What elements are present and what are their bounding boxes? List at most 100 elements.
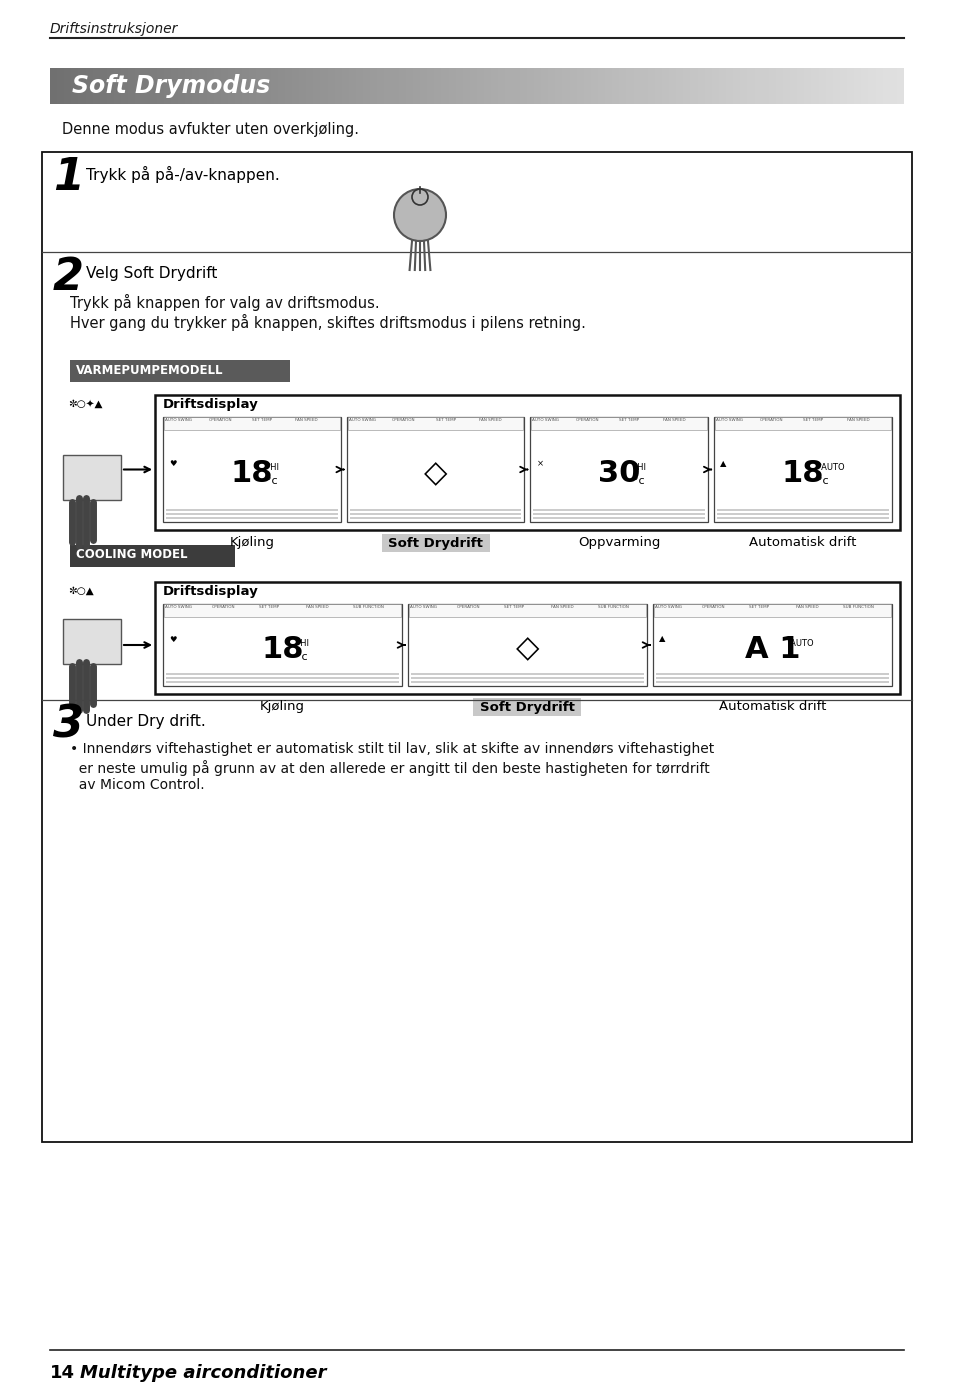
- Bar: [668, 69, 676, 104]
- Bar: [78, 69, 86, 104]
- Bar: [782, 69, 790, 104]
- Text: SET TEMP: SET TEMP: [748, 605, 768, 609]
- Bar: [483, 69, 491, 104]
- Text: OPERATION: OPERATION: [576, 419, 598, 421]
- Bar: [193, 69, 200, 104]
- Bar: [348, 417, 523, 430]
- Bar: [548, 69, 556, 104]
- Text: °c: °c: [817, 476, 828, 487]
- Text: ▲: ▲: [659, 634, 665, 644]
- Text: Multitype airconditioner: Multitype airconditioner: [80, 1364, 326, 1382]
- Bar: [656, 678, 888, 679]
- Text: 18: 18: [231, 459, 273, 489]
- Bar: [70, 360, 290, 382]
- Bar: [220, 69, 228, 104]
- Bar: [711, 69, 719, 104]
- Text: °c: °c: [633, 476, 644, 487]
- Bar: [249, 69, 256, 104]
- Bar: [846, 69, 854, 104]
- Text: er neste umulig på grunn av at den allerede er angitt til den beste hastigheten : er neste umulig på grunn av at den aller…: [70, 760, 709, 776]
- Bar: [896, 69, 903, 104]
- Bar: [714, 417, 891, 522]
- Bar: [797, 69, 804, 104]
- Text: AUTO SWING: AUTO SWING: [349, 419, 375, 421]
- Text: AUTO SWING: AUTO SWING: [165, 419, 192, 421]
- Text: FAN SPEED: FAN SPEED: [662, 419, 684, 421]
- Bar: [775, 69, 782, 104]
- Bar: [166, 680, 398, 683]
- Text: °HI: °HI: [266, 463, 278, 472]
- Text: AUTO SWING: AUTO SWING: [655, 605, 681, 609]
- Text: A 1: A 1: [744, 634, 800, 664]
- Bar: [166, 517, 337, 519]
- Bar: [717, 512, 888, 515]
- Bar: [768, 69, 776, 104]
- Text: SET TEMP: SET TEMP: [503, 605, 523, 609]
- Text: FAN SPEED: FAN SPEED: [795, 605, 818, 609]
- Text: ♥: ♥: [169, 634, 176, 644]
- Bar: [470, 69, 477, 104]
- Bar: [889, 69, 897, 104]
- Bar: [717, 517, 888, 519]
- Bar: [285, 69, 293, 104]
- Bar: [207, 69, 214, 104]
- Bar: [754, 69, 761, 104]
- Bar: [50, 69, 57, 104]
- Text: Oppvarming: Oppvarming: [578, 536, 659, 549]
- Bar: [867, 69, 875, 104]
- Text: 30: 30: [598, 459, 639, 489]
- Text: °c: °c: [296, 652, 308, 662]
- Bar: [697, 69, 704, 104]
- Bar: [63, 455, 121, 500]
- Bar: [512, 69, 519, 104]
- Bar: [676, 69, 683, 104]
- Text: Trykk på på-/av-knappen.: Trykk på på-/av-knappen.: [86, 167, 279, 183]
- Bar: [199, 69, 207, 104]
- Bar: [656, 673, 888, 675]
- Bar: [853, 69, 861, 104]
- Bar: [411, 673, 643, 675]
- Text: ◇: ◇: [423, 459, 447, 489]
- Bar: [163, 417, 340, 522]
- Bar: [562, 69, 570, 104]
- Text: av Micom Control.: av Micom Control.: [70, 778, 204, 792]
- Bar: [654, 603, 890, 617]
- Bar: [164, 417, 339, 430]
- Bar: [533, 510, 704, 511]
- Text: ✼○✦▲: ✼○✦▲: [68, 399, 102, 409]
- Text: 3: 3: [53, 704, 84, 748]
- Text: SUB FUNCTION: SUB FUNCTION: [842, 605, 873, 609]
- Bar: [185, 69, 193, 104]
- Bar: [441, 69, 449, 104]
- Bar: [100, 69, 108, 104]
- Bar: [164, 603, 400, 617]
- Bar: [292, 69, 299, 104]
- Bar: [349, 69, 356, 104]
- Bar: [540, 69, 548, 104]
- Bar: [818, 69, 825, 104]
- Bar: [497, 69, 505, 104]
- Bar: [519, 69, 527, 104]
- Bar: [569, 69, 577, 104]
- Bar: [263, 69, 271, 104]
- Bar: [242, 69, 250, 104]
- Bar: [166, 512, 337, 515]
- Bar: [533, 512, 704, 515]
- Bar: [63, 619, 121, 664]
- Text: ▲: ▲: [720, 459, 726, 468]
- Bar: [178, 69, 186, 104]
- Text: OPERATION: OPERATION: [759, 419, 782, 421]
- Text: ♥: ♥: [169, 459, 176, 468]
- Bar: [171, 69, 178, 104]
- Bar: [576, 69, 583, 104]
- Bar: [419, 69, 427, 104]
- Bar: [154, 395, 899, 531]
- Text: Hver gang du trykker på knappen, skiftes driftsmodus i pilens retning.: Hver gang du trykker på knappen, skiftes…: [70, 314, 585, 330]
- Bar: [704, 69, 712, 104]
- Bar: [661, 69, 669, 104]
- Bar: [166, 673, 398, 675]
- Bar: [156, 69, 164, 104]
- Bar: [64, 69, 71, 104]
- Bar: [70, 545, 234, 567]
- Text: °AUTO: °AUTO: [817, 463, 843, 472]
